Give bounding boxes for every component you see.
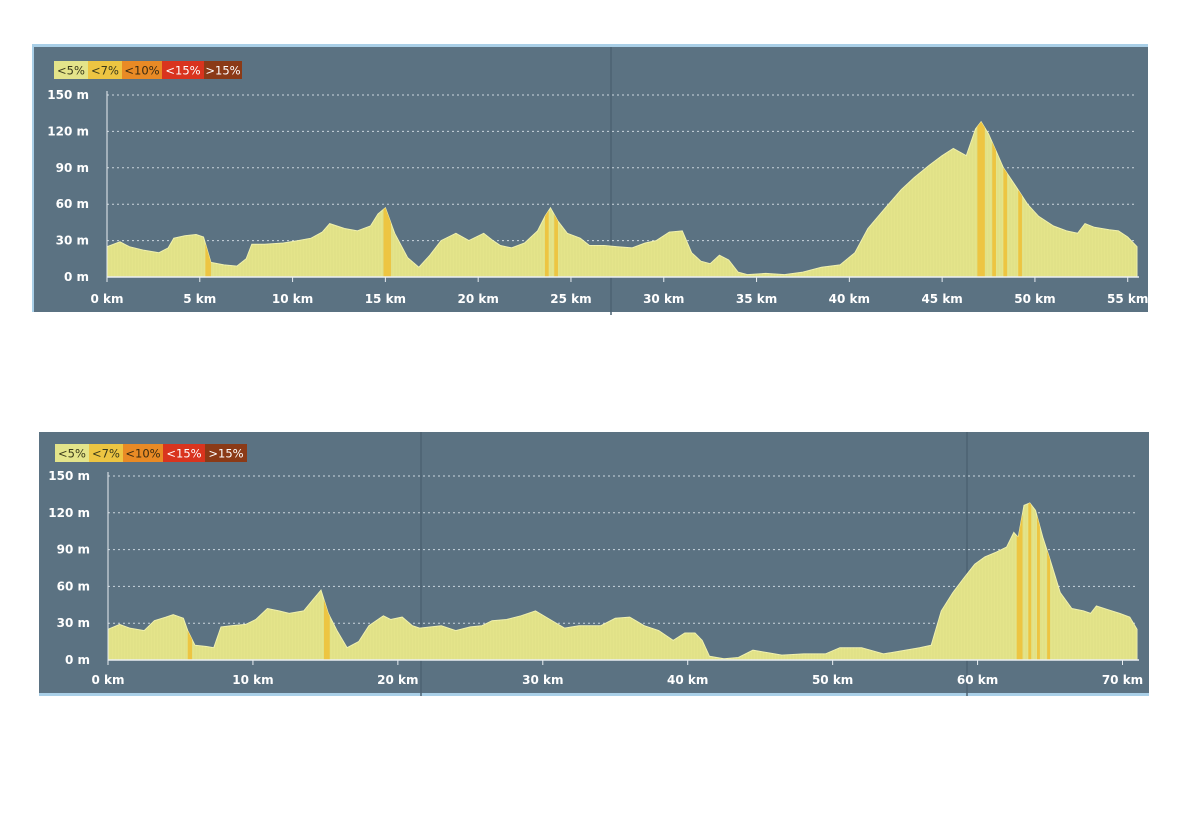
chart2-x-tick-label: 20 km: [377, 673, 418, 687]
chart2-x-tick-label: 30 km: [522, 673, 563, 687]
chart2-grade-band: [1047, 503, 1051, 660]
chart1-y-tick-label: 60 m: [56, 197, 89, 211]
chart1-legend-label: <7%: [91, 64, 119, 78]
chart2-legend-label: <10%: [125, 447, 160, 461]
chart1-x-tick-label: 50 km: [1014, 292, 1055, 306]
chart1-grade-band: [205, 121, 211, 277]
chart1-y-tick-label: 120 m: [47, 124, 89, 138]
chart2-legend-label: <15%: [166, 447, 201, 461]
chart2-legend-swatch: [205, 444, 247, 462]
chart1-legend-label: <5%: [57, 64, 85, 78]
chart2-legend-label: <5%: [58, 447, 86, 461]
chart1-grade-band: [977, 121, 985, 277]
chart1-x-tick-label: 30 km: [643, 292, 684, 306]
chart1-legend-swatch: [54, 61, 88, 79]
chart2-x-tick-label: 70 km: [1102, 673, 1143, 687]
chart2-grade-band: [323, 503, 330, 660]
chart1-y-tick-label: 150 m: [47, 88, 89, 102]
chart2-grade-band: [1036, 503, 1040, 660]
chart1-elevation-area: [106, 120, 1138, 278]
chart1-legend-swatch: [88, 61, 122, 79]
chart2-legend-label: <7%: [92, 447, 120, 461]
chart2-y-tick-label: 60 m: [57, 579, 90, 593]
chart1-grade-band: [544, 121, 549, 277]
chart1-y-tick-label: 0 m: [64, 270, 89, 284]
chart1-x-tick-label: 45 km: [921, 292, 962, 306]
chart2-legend-swatch: [89, 444, 123, 462]
chart1-grade-band: [383, 121, 391, 277]
chart2-legend-swatch: [55, 444, 89, 462]
chart1-x-tick-label: 25 km: [550, 292, 591, 306]
chart2-legend: <5% <7% <10% <15% >15%: [55, 444, 247, 462]
chart2-x-tick-label: 0 km: [91, 673, 124, 687]
chart1-x-tick-label: 20 km: [457, 292, 498, 306]
chart2-y-tick-label: 120 m: [48, 506, 90, 520]
chart1-grade-band: [554, 121, 558, 277]
chart1-legend-swatch: [162, 61, 204, 79]
chart1-y-tick-label: 90 m: [56, 161, 89, 175]
chart1-legend: <5% <7% <10% <15% >15%: [54, 61, 242, 79]
chart1-x-tick-label: 0 km: [90, 292, 123, 306]
chart1-legend-label: >15%: [205, 64, 240, 78]
chart2-x-tick-label: 60 km: [957, 673, 998, 687]
chart1-x-tick-label: 5 km: [183, 292, 216, 306]
chart2-legend-swatch: [163, 444, 205, 462]
chart2-x-tick-label: 10 km: [232, 673, 273, 687]
chart1-grade-band: [992, 121, 996, 277]
elevation-chart-2: 0 m 30 m 60 m 90 m 120 m 150 m 0 km 10 km 20 km 3…: [39, 432, 1149, 696]
chart2-y-tick-label: 150 m: [48, 469, 90, 483]
chart1-x-tick-label: 55 km: [1107, 292, 1148, 306]
chart2-legend-swatch: [123, 444, 163, 462]
chart1-legend-swatch: [204, 61, 242, 79]
chart2-y-tick-label: 0 m: [65, 653, 90, 667]
chart1-legend-label: <15%: [165, 64, 200, 78]
elevation-chart-2-svg: 0 m 30 m 60 m 90 m 120 m 150 m 0 km 10 km 20 km 3…: [48, 432, 1143, 696]
chart2-elevation-area: [107, 502, 1138, 661]
chart2-y-tick-label: 90 m: [57, 543, 90, 557]
chart2-y-tick-label: 30 m: [57, 616, 90, 630]
chart1-legend-swatch: [122, 61, 162, 79]
chart2-x-tick-label: 40 km: [667, 673, 708, 687]
chart2-grade-band: [1016, 503, 1023, 660]
chart1-x-tick-label: 10 km: [272, 292, 313, 306]
chart2-grade-band: [1028, 503, 1032, 660]
chart2-legend-label: >15%: [208, 447, 243, 461]
chart1-x-tick-label: 15 km: [365, 292, 406, 306]
chart1-x-tick-label: 40 km: [829, 292, 870, 306]
chart1-grade-band: [1003, 121, 1008, 277]
chart1-grade-band: [1018, 121, 1022, 277]
chart1-x-tick-label: 35 km: [736, 292, 777, 306]
chart1-y-tick-label: 30 m: [56, 234, 89, 248]
elevation-chart-1: 0 m 30 m 60 m 90 m 120 m 150 m 0 km 5 km 10 km 15…: [32, 44, 1148, 315]
chart1-legend-label: <10%: [124, 64, 159, 78]
chart2-x-tick-label: 50 km: [812, 673, 853, 687]
elevation-chart-1-svg: 0 m 30 m 60 m 90 m 120 m 150 m 0 km 5 km 10 km 15…: [47, 47, 1148, 315]
